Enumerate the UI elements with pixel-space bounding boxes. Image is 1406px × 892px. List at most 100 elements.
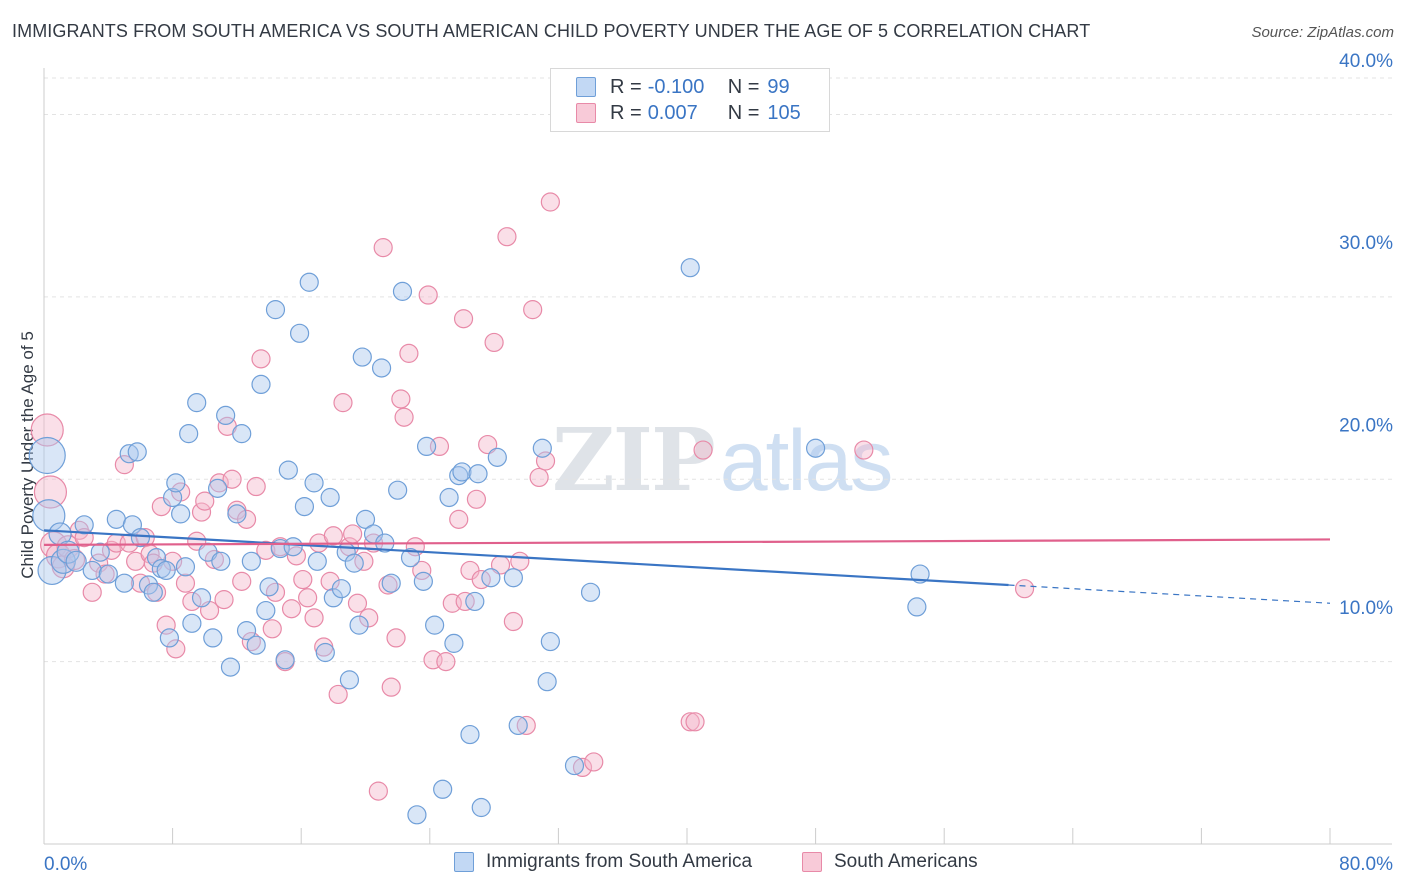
- x-tick-label: 0.0%: [44, 854, 87, 875]
- data-point-south-americans: [497, 227, 517, 247]
- data-point-south-americans: [166, 639, 186, 659]
- legend-row-blue: R = -0.100 N = 99: [576, 75, 790, 99]
- data-point-south-americans: [256, 540, 276, 560]
- data-point-south-americans: [232, 571, 252, 591]
- y-tick-label: 30.0%: [1339, 233, 1393, 254]
- legend-label: South Americans: [834, 851, 978, 872]
- data-point-south-americans: [394, 407, 414, 427]
- data-point-immigrants: [503, 568, 523, 588]
- data-point-south-americans: [175, 573, 196, 593]
- data-point-immigrants: [90, 542, 110, 562]
- data-point-immigrants: [175, 557, 196, 577]
- data-point-south-americans: [449, 509, 469, 529]
- data-point-immigrants: [349, 615, 369, 635]
- data-point-immigrants: [179, 424, 199, 444]
- data-point-immigrants: [460, 724, 480, 745]
- data-point-south-americans: [246, 476, 266, 497]
- data-point-immigrants: [203, 628, 223, 648]
- data-point-south-americans: [191, 502, 212, 522]
- data-point-south-americans: [320, 571, 340, 591]
- data-point-immigrants: [182, 613, 202, 633]
- legend-row-pink: R = 0.007 N = 105: [576, 101, 801, 125]
- data-point-south-americans: [854, 440, 874, 460]
- data-point-immigrants: [191, 588, 212, 608]
- legend-swatch-pink: [576, 103, 596, 123]
- data-point-south-americans: [347, 593, 368, 613]
- source-label: Source: ZipAtlas.com: [1251, 24, 1394, 41]
- data-point-immigrants: [680, 258, 700, 278]
- trend-line-south-americans: [43, 538, 1331, 546]
- data-point-south-americans: [195, 491, 215, 511]
- data-point-immigrants: [163, 487, 183, 508]
- data-point-immigrants: [143, 582, 163, 602]
- data-point-south-americans: [328, 684, 348, 705]
- data-point-south-americans: [523, 300, 543, 320]
- data-point-immigrants: [439, 487, 459, 508]
- data-point-south-americans: [236, 509, 257, 529]
- data-point-immigrants: [416, 436, 437, 457]
- trend-lines: [43, 529, 1331, 604]
- tick-labels: 10.0% 20.0% 30.0% 40.0% 0.0% 80.0%: [44, 51, 1393, 875]
- data-point-immigrants: [28, 436, 66, 475]
- data-point-immigrants: [355, 509, 376, 529]
- data-point-south-americans: [293, 569, 313, 590]
- data-point-immigrants: [344, 553, 364, 573]
- data-point-south-americans: [418, 285, 438, 305]
- data-point-south-americans: [281, 599, 302, 619]
- data-point-south-americans: [685, 712, 705, 732]
- data-point-south-americans: [114, 455, 134, 475]
- data-point-immigrants: [216, 405, 236, 426]
- data-point-south-americans: [343, 524, 363, 544]
- data-point-immigrants: [130, 527, 151, 548]
- data-point-immigrants: [289, 323, 310, 343]
- data-point-immigrants: [65, 550, 87, 572]
- data-point-immigrants: [304, 473, 324, 493]
- data-point-south-americans: [455, 591, 475, 612]
- data-point-immigrants: [465, 591, 485, 612]
- data-point-immigrants: [211, 551, 231, 571]
- data-point-south-americans: [182, 591, 202, 612]
- data-point-immigrants: [910, 564, 930, 584]
- data-point-immigrants: [508, 715, 528, 736]
- data-point-immigrants: [907, 597, 927, 617]
- data-point-south-americans: [214, 590, 234, 610]
- data-point-south-americans: [323, 526, 343, 546]
- data-point-south-americans: [680, 712, 700, 732]
- legend-r-label: R =: [610, 101, 642, 124]
- legend-n-label: N =: [727, 75, 760, 98]
- data-point-immigrants: [307, 551, 327, 571]
- data-point-south-americans: [333, 393, 353, 413]
- data-point-south-americans: [535, 451, 556, 471]
- data-point-immigrants: [339, 670, 360, 690]
- legend-item-south-americans[interactable]: South Americans: [802, 851, 978, 873]
- data-point-immigrants: [468, 464, 488, 484]
- data-point-south-americans: [262, 619, 282, 639]
- data-point-south-americans: [373, 238, 393, 258]
- series-immigrants-south-america: [28, 258, 930, 825]
- data-point-immigrants: [352, 347, 372, 367]
- data-point-immigrants: [114, 573, 134, 593]
- data-point-immigrants: [278, 460, 298, 480]
- data-point-immigrants: [119, 444, 139, 464]
- data-point-immigrants: [299, 272, 319, 292]
- data-point-immigrants: [156, 560, 176, 581]
- legend-item-immigrants[interactable]: Immigrants from South America: [454, 851, 752, 873]
- data-point-immigrants: [433, 779, 453, 799]
- data-point-immigrants: [232, 424, 252, 444]
- data-point-immigrants: [251, 374, 271, 394]
- data-point-immigrants: [392, 281, 413, 301]
- data-point-immigrants: [265, 300, 286, 320]
- data-point-immigrants: [487, 447, 507, 467]
- data-point-immigrants: [540, 631, 560, 652]
- legend-label: Immigrants from South America: [486, 851, 753, 872]
- data-point-immigrants: [381, 573, 401, 593]
- legend-n-value: 99: [767, 75, 790, 98]
- data-point-immigrants: [371, 358, 392, 378]
- data-point-south-americans: [378, 575, 398, 595]
- data-point-south-americans: [510, 551, 530, 571]
- data-point-south-americans: [204, 549, 224, 570]
- data-point-south-americans: [354, 551, 374, 571]
- data-point-immigrants: [98, 564, 118, 584]
- data-point-south-americans: [368, 781, 388, 801]
- data-point-south-americans: [584, 752, 604, 772]
